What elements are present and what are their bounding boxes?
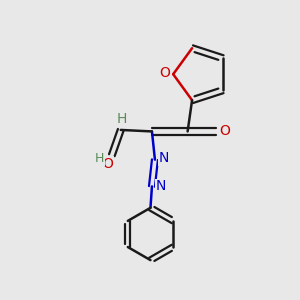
Text: N: N [156, 179, 166, 194]
Text: H: H [95, 152, 104, 165]
Text: H: H [117, 112, 128, 126]
Text: O: O [159, 66, 170, 80]
Text: O: O [219, 124, 230, 138]
Text: O: O [102, 157, 113, 170]
Text: N: N [159, 151, 169, 165]
